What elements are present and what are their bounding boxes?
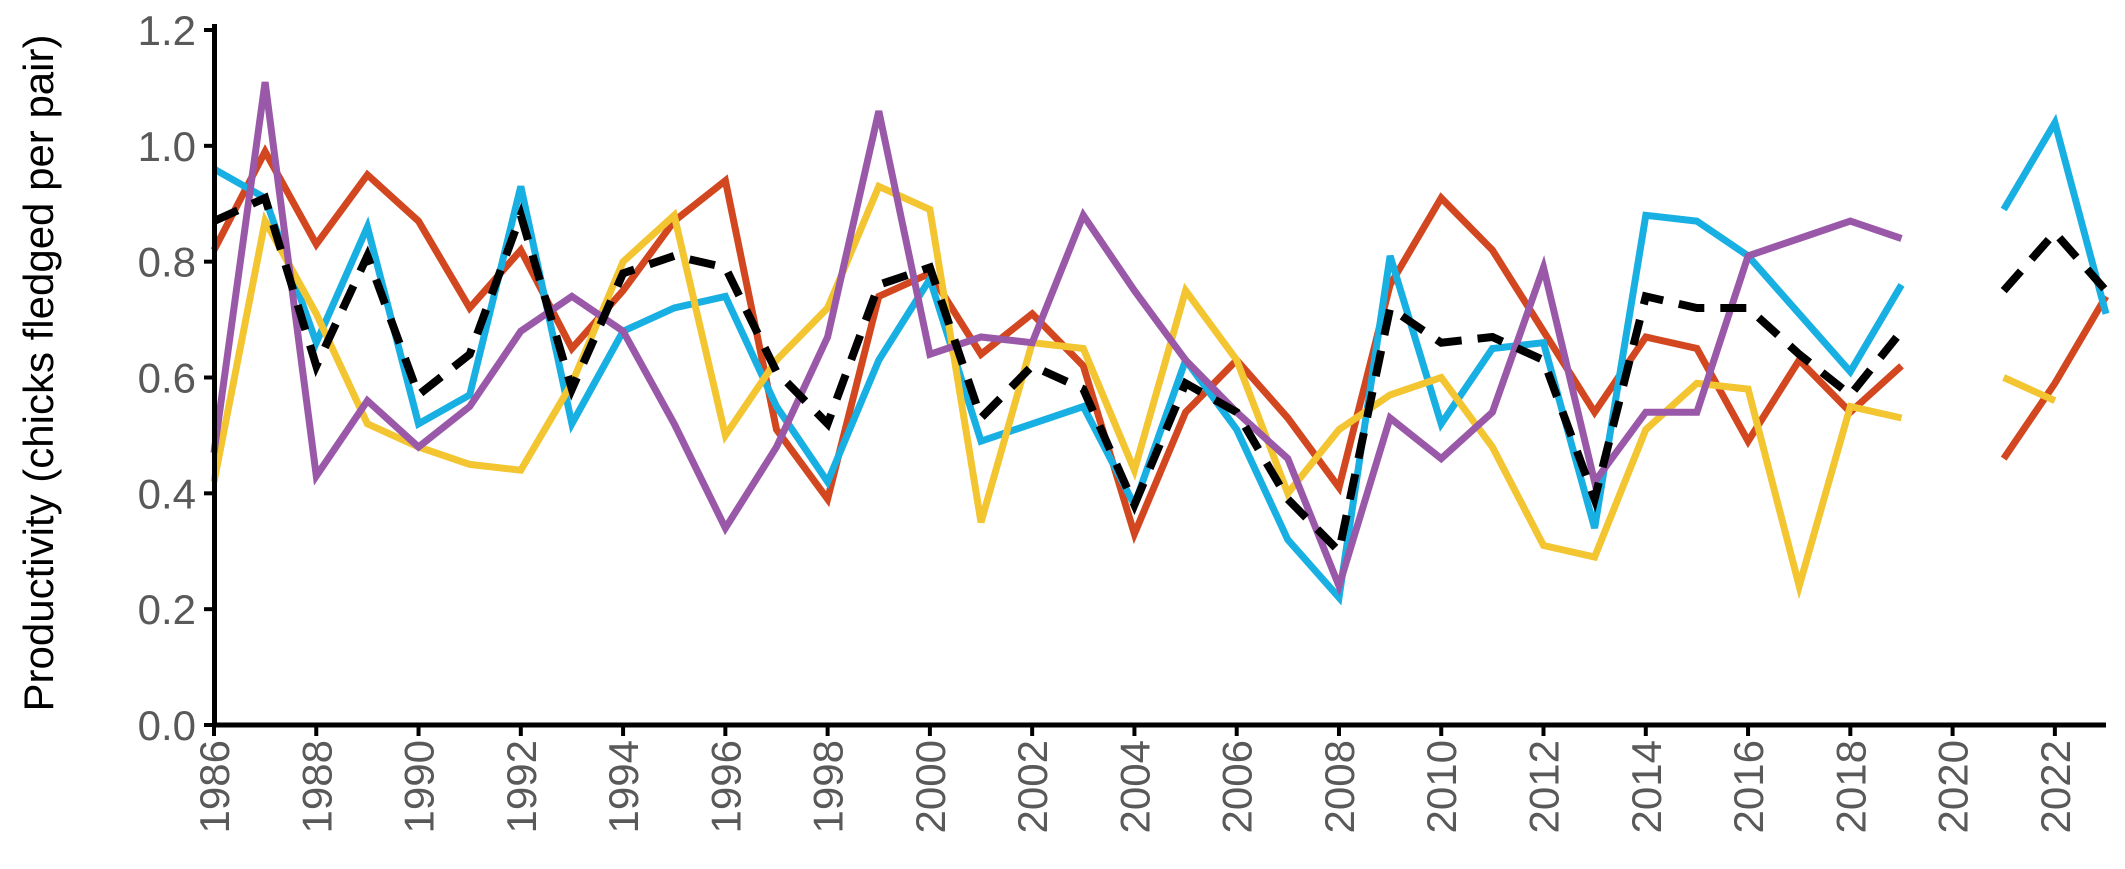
x-tick-label: 2004 xyxy=(1111,740,1158,833)
series-line-3-segment-1 xyxy=(210,181,1903,600)
y-tick-label: 0.2 xyxy=(138,586,196,633)
series-line-5-segment-2 xyxy=(2000,226,2109,294)
y-tick-label: 0.6 xyxy=(138,355,196,402)
x-tick-label: 2000 xyxy=(907,740,954,833)
y-tick-label: 1.0 xyxy=(138,123,196,170)
series-line-3-segment-2 xyxy=(2002,374,2057,404)
series-layer xyxy=(210,81,2110,606)
x-ticks: 1986 1988 1990 1992 1994 1996 1998 2000 2002 2004… xyxy=(191,725,2079,833)
x-tick-label: 2002 xyxy=(1009,740,1056,833)
x-tick-label: 2020 xyxy=(1930,740,1977,833)
series-line-5-segment-1 xyxy=(212,192,1905,560)
x-tick-label: 2014 xyxy=(1623,740,1670,833)
axes-layer xyxy=(212,24,2106,728)
x-tick-label: 1992 xyxy=(498,740,545,833)
x-tick-label: 2010 xyxy=(1418,740,1465,833)
x-tick-label: 1994 xyxy=(600,740,647,833)
series-line-4-segment-1 xyxy=(210,81,1903,597)
y-ticks: 0.0 0.2 0.4 0.6 0.8 1.0 1.2 xyxy=(138,7,214,749)
y-axis-title: Productivity (chicks fledged per pair) xyxy=(15,35,62,712)
series-line-2-segment-1 xyxy=(212,165,1905,606)
x-tick-label: 1990 xyxy=(396,740,443,833)
x-tick-label: 1986 xyxy=(191,740,238,833)
x-tick-label: 2008 xyxy=(1316,740,1363,833)
x-tick-label: 2022 xyxy=(2032,740,2079,833)
x-tick-label: 2016 xyxy=(1725,740,1772,833)
x-tick-label: 2012 xyxy=(1521,740,1568,833)
y-tick-label: 0.0 xyxy=(138,702,196,749)
x-tick-label: 2006 xyxy=(1214,740,1261,833)
x-tick-label: 1998 xyxy=(805,740,852,833)
y-tick-label: 0.8 xyxy=(138,239,196,286)
y-tick-label: 1.2 xyxy=(138,7,196,54)
x-tick-label: 2018 xyxy=(1827,740,1874,833)
x-tick-label: 1996 xyxy=(702,740,749,833)
series-line-2-segment-2 xyxy=(2000,113,2110,315)
x-tick-label: 1988 xyxy=(293,740,340,833)
series-line-1-segment-2 xyxy=(2000,294,2110,461)
y-tick-label: 0.4 xyxy=(138,470,196,517)
